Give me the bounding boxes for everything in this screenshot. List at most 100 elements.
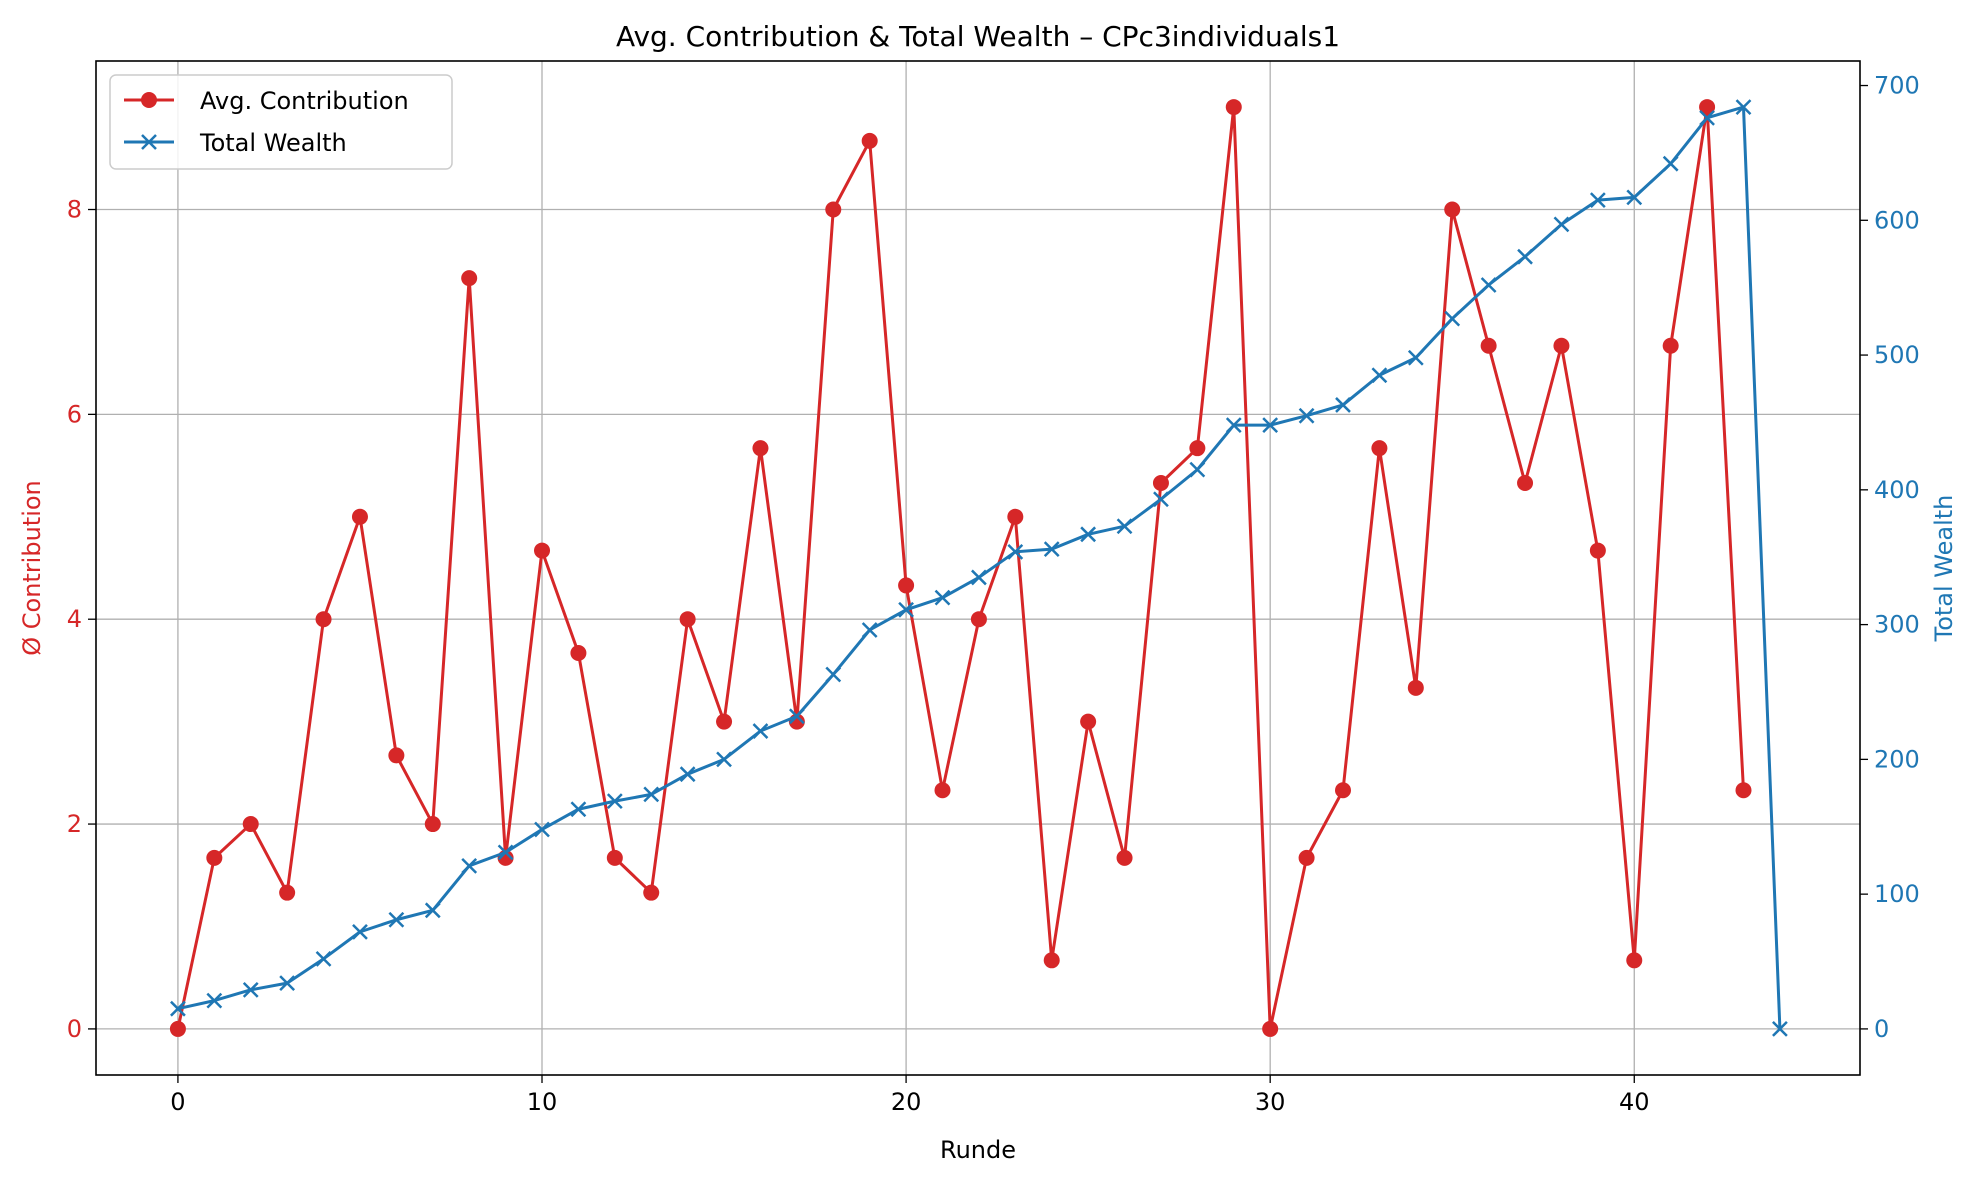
series-line-avg-contribution <box>176 105 1745 1031</box>
x-tick-label: 10 <box>527 1088 558 1116</box>
point-total-wealth <box>1699 109 1715 126</box>
legend-label-wealth: Total Wealth <box>199 129 347 157</box>
point-avg-contribution <box>970 611 987 628</box>
point-total-wealth <box>643 786 660 803</box>
chart-title: Avg. Contribution & Total Wealth – CPc3i… <box>616 20 1340 53</box>
y-right-tick-label: 600 <box>1874 206 1920 234</box>
point-total-wealth <box>242 981 259 998</box>
point-total-wealth <box>1772 1021 1788 1037</box>
point-total-wealth <box>424 902 441 919</box>
point-total-wealth <box>206 992 223 1009</box>
point-total-wealth <box>570 801 587 818</box>
point-avg-contribution <box>461 270 478 287</box>
point-total-wealth <box>1225 417 1242 434</box>
point-total-wealth <box>352 923 368 940</box>
point-total-wealth <box>1371 367 1388 384</box>
point-total-wealth <box>1080 526 1097 543</box>
point-avg-contribution <box>1662 337 1679 354</box>
point-avg-contribution <box>242 816 259 833</box>
point-avg-contribution <box>388 747 405 764</box>
x-axis-label: Runde <box>940 1136 1016 1164</box>
y-left-tick-label: 2 <box>67 810 82 838</box>
y-axis-label-left: Ø Contribution <box>18 480 46 656</box>
point-avg-contribution <box>679 611 696 628</box>
point-total-wealth <box>716 751 732 768</box>
point-avg-contribution <box>1735 782 1752 799</box>
y-right-tick-label: 700 <box>1874 72 1920 100</box>
y-right-tick-label: 400 <box>1874 476 1920 504</box>
point-avg-contribution <box>206 849 223 866</box>
point-avg-contribution <box>1225 99 1242 116</box>
point-avg-contribution <box>1334 782 1351 799</box>
point-avg-contribution <box>934 782 951 799</box>
plot-frame <box>95 60 1861 1076</box>
point-total-wealth <box>606 793 623 810</box>
point-total-wealth <box>1116 518 1133 535</box>
point-total-wealth <box>1298 407 1315 424</box>
point-avg-contribution <box>1407 679 1424 696</box>
y-right-tick-label: 200 <box>1874 745 1920 773</box>
point-total-wealth <box>1262 417 1279 434</box>
point-total-wealth <box>752 723 769 739</box>
x-tick-label: 0 <box>170 1088 185 1116</box>
point-avg-contribution <box>1589 542 1606 559</box>
point-avg-contribution <box>861 132 878 149</box>
point-avg-contribution <box>1262 1020 1279 1037</box>
point-total-wealth <box>1553 216 1570 233</box>
point-avg-contribution <box>424 816 441 833</box>
point-total-wealth <box>1335 397 1351 413</box>
x-tick-label: 40 <box>1619 1088 1650 1116</box>
point-avg-contribution <box>1043 952 1060 969</box>
point-avg-contribution <box>752 440 769 457</box>
legend-box <box>109 74 453 170</box>
point-avg-contribution <box>279 884 296 901</box>
point-total-wealth <box>497 844 514 861</box>
point-total-wealth <box>1043 541 1060 558</box>
point-avg-contribution <box>825 201 842 218</box>
point-total-wealth <box>1662 155 1679 172</box>
point-avg-contribution <box>1480 337 1497 354</box>
point-total-wealth <box>1007 543 1024 560</box>
y-left-tick-label: 8 <box>67 196 82 224</box>
point-total-wealth <box>1480 277 1497 293</box>
y-left-tick-label: 0 <box>67 1015 82 1043</box>
point-total-wealth <box>534 821 550 838</box>
point-avg-contribution <box>1007 508 1024 525</box>
series-layer <box>169 99 1788 1037</box>
point-total-wealth <box>934 589 951 606</box>
point-avg-contribution <box>1116 849 1133 866</box>
legend-marker-contribution <box>141 92 157 108</box>
legend: Avg. Contribution Total Wealth <box>109 74 453 170</box>
point-total-wealth <box>788 708 805 725</box>
point-avg-contribution <box>351 508 368 525</box>
x-tick-label: 30 <box>1255 1088 1286 1116</box>
x-tick-label: 20 <box>891 1088 922 1116</box>
point-avg-contribution <box>1080 713 1097 730</box>
point-total-wealth <box>1407 349 1424 366</box>
point-avg-contribution <box>534 542 551 559</box>
point-avg-contribution <box>1444 201 1461 218</box>
legend-marker-wealth <box>141 134 157 150</box>
point-total-wealth <box>1517 248 1533 265</box>
point-avg-contribution <box>315 611 332 628</box>
point-avg-contribution <box>1189 440 1206 457</box>
y-right-tick-label: 300 <box>1874 611 1920 639</box>
point-avg-contribution <box>1298 849 1315 866</box>
point-avg-contribution <box>570 645 587 662</box>
point-total-wealth <box>461 857 478 874</box>
point-avg-contribution <box>169 1020 186 1037</box>
point-avg-contribution <box>1699 99 1716 116</box>
point-avg-contribution <box>716 713 733 730</box>
legend-label-contribution: Avg. Contribution <box>200 87 409 115</box>
point-total-wealth <box>1189 461 1206 478</box>
point-total-wealth <box>170 1000 186 1017</box>
point-total-wealth <box>388 911 405 928</box>
point-total-wealth <box>1589 192 1606 208</box>
point-total-wealth <box>971 569 987 586</box>
point-total-wealth <box>1153 491 1169 508</box>
point-avg-contribution <box>643 884 660 901</box>
point-total-wealth <box>315 950 332 967</box>
point-total-wealth <box>1735 99 1752 115</box>
